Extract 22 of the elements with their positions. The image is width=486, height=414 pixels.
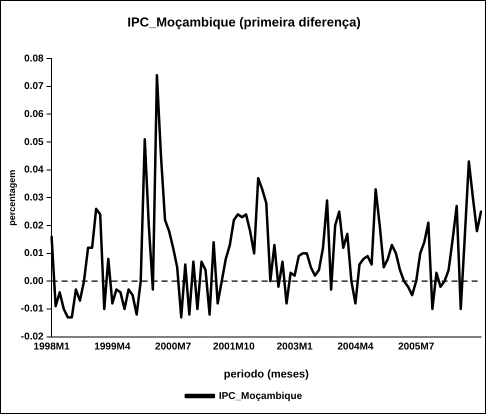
- y-tick-label: 0.01: [24, 248, 44, 260]
- y-tick-label: 0.06: [24, 108, 44, 120]
- y-tick-label: 0.04: [24, 164, 44, 176]
- x-tick-label: 2004M4: [337, 342, 374, 353]
- x-tick-label: 1998M1: [34, 342, 70, 353]
- legend-label: IPC_Moçambique: [218, 390, 303, 402]
- y-tick-label: -0.01: [20, 304, 44, 315]
- x-tick-label: 2005M7: [398, 342, 435, 353]
- x-tick-label: 2003M1: [276, 342, 314, 353]
- y-tick-label: 0.05: [24, 136, 44, 148]
- x-tick-label: 2000M7: [155, 342, 192, 353]
- y-tick-label: 0.00: [24, 276, 44, 287]
- y-tick-label: -0.02: [20, 332, 44, 343]
- x-tick-label: 2001M10: [213, 342, 256, 353]
- y-tick-label: 0.03: [24, 192, 44, 204]
- y-tick-label: 0.02: [24, 220, 44, 232]
- y-tick-label: 0.07: [24, 81, 44, 92]
- chart-title: IPC_Moçambique (primeira diferença): [127, 14, 361, 30]
- y-tick-label: 0.08: [24, 53, 44, 64]
- y-axis-title: percentagem: [6, 170, 17, 226]
- x-axis-title: periodo (meses): [224, 368, 310, 380]
- x-tick-label: 1999M4: [94, 342, 131, 353]
